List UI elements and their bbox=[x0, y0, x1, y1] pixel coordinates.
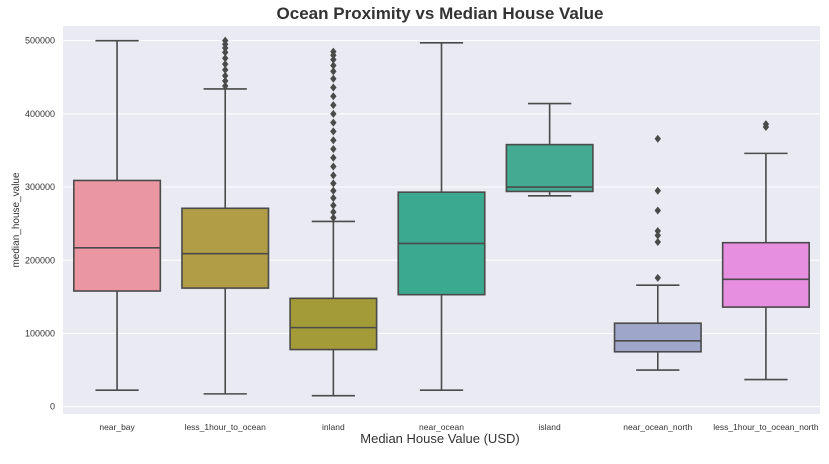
outlier-point bbox=[330, 186, 337, 195]
x-tick-label: inland bbox=[322, 422, 345, 432]
y-tick-label: 300000 bbox=[25, 182, 55, 192]
outlier-point bbox=[222, 48, 229, 57]
box-inland bbox=[289, 47, 378, 397]
x-axis-label: Median House Value (USD) bbox=[360, 431, 519, 446]
outlier-point bbox=[222, 36, 229, 45]
outlier-point bbox=[330, 101, 337, 110]
outlier-point bbox=[654, 206, 661, 215]
outlier-point bbox=[654, 231, 661, 240]
y-tick-labels: 0 100000 200000 300000 400000 500000 bbox=[25, 36, 55, 412]
outlier-point bbox=[222, 54, 229, 63]
outlier-point bbox=[330, 127, 337, 136]
outlier-point bbox=[330, 55, 337, 64]
box-body bbox=[181, 207, 270, 289]
outlier-point bbox=[222, 60, 229, 69]
outlier-point bbox=[222, 71, 229, 80]
y-axis-label: median_house_value bbox=[11, 172, 22, 268]
y-tick-label: 400000 bbox=[25, 109, 55, 119]
box-body bbox=[505, 143, 594, 193]
box-near_bay bbox=[73, 39, 162, 392]
outlier-point bbox=[330, 194, 337, 203]
outlier-point bbox=[330, 213, 337, 222]
box-body bbox=[613, 322, 702, 353]
outlier-point bbox=[330, 207, 337, 216]
box-near_ocean_north bbox=[613, 134, 702, 371]
box-less_1hour_to_ocean bbox=[181, 36, 270, 395]
outlier-point bbox=[654, 134, 661, 143]
outlier-point bbox=[222, 76, 229, 85]
box-less_1hour_to_ocean_north bbox=[721, 120, 810, 381]
outlier-point bbox=[654, 273, 661, 282]
outlier-point bbox=[330, 74, 337, 83]
outlier-point bbox=[654, 237, 661, 246]
box-body bbox=[289, 297, 378, 351]
outlier-point bbox=[762, 120, 770, 129]
outlier-point bbox=[330, 47, 337, 56]
outlier-point bbox=[330, 92, 337, 101]
outlier-point bbox=[330, 83, 337, 92]
outlier-point bbox=[654, 186, 661, 195]
outlier-point bbox=[654, 226, 661, 235]
outlier-point bbox=[330, 153, 337, 162]
outlier-point bbox=[330, 109, 337, 118]
box-body bbox=[721, 241, 810, 308]
box-island bbox=[505, 102, 594, 197]
outlier-point bbox=[330, 201, 337, 210]
outlier-point bbox=[330, 144, 337, 153]
outlier-point bbox=[330, 118, 337, 127]
outlier-point bbox=[330, 136, 337, 145]
x-tick-labels: near_bay less_1hour_to_ocean inland near_oc… bbox=[99, 422, 819, 432]
y-tick-label: 500000 bbox=[25, 36, 55, 46]
outlier-point bbox=[330, 61, 337, 70]
x-tick-label: near_ocean bbox=[419, 422, 464, 432]
x-tick-label: island bbox=[539, 422, 561, 432]
box-near_ocean bbox=[397, 42, 486, 392]
x-tick-label: less_1hour_to_ocean bbox=[185, 422, 267, 432]
y-tick-label: 100000 bbox=[25, 328, 55, 338]
boxes bbox=[73, 36, 810, 397]
y-tick-label: 0 bbox=[50, 402, 55, 412]
outlier-point bbox=[222, 65, 229, 74]
outlier-point bbox=[330, 171, 337, 180]
outlier-point bbox=[330, 67, 337, 76]
outlier-point bbox=[222, 82, 229, 91]
x-tick-label: near_ocean_north bbox=[623, 422, 692, 432]
x-tick-label: near_bay bbox=[99, 422, 135, 432]
chart-title: Ocean Proximity vs Median House Value bbox=[277, 4, 604, 23]
x-tick-label: less_1hour_to_ocean_north bbox=[713, 422, 819, 432]
y-tick-label: 200000 bbox=[25, 255, 55, 265]
outlier-point bbox=[330, 162, 337, 171]
outlier-point bbox=[330, 179, 337, 188]
box-body bbox=[73, 179, 162, 292]
